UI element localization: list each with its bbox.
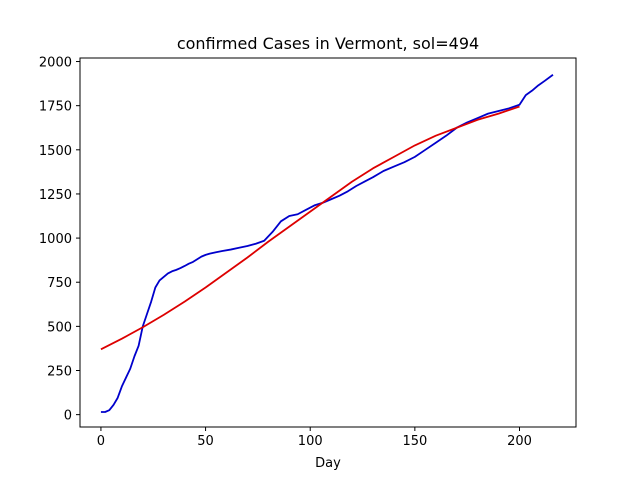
y-tick-label: 2000 <box>39 56 72 71</box>
plot-area: 0 50 100 150 2000250500750100012501500175020… <box>39 56 577 449</box>
y-tick-label: 1250 <box>39 188 72 203</box>
x-tick-label: 50 <box>197 434 214 449</box>
y-tick-label: 500 <box>47 320 72 335</box>
plot-frame <box>79 57 577 428</box>
y-tick-label: 0 <box>64 409 72 424</box>
y-tick-label: 250 <box>47 365 72 380</box>
y-tick-label: 1750 <box>39 100 72 115</box>
x-tick-label: 100 <box>298 434 323 449</box>
x-tick-label: 200 <box>507 434 532 449</box>
y-tick-label: 1000 <box>39 232 72 247</box>
plot-background <box>80 58 576 427</box>
series-line-1 <box>100 105 520 351</box>
x-tick-label: 0 <box>97 434 105 449</box>
y-tick-label: 1500 <box>39 144 72 159</box>
y-tick-label: 750 <box>47 276 72 291</box>
x-tick-label: 150 <box>402 434 427 449</box>
chart-title: confirmed Cases in Vermont, sol=494 <box>177 34 479 53</box>
x-axis-label: Day <box>315 456 341 471</box>
